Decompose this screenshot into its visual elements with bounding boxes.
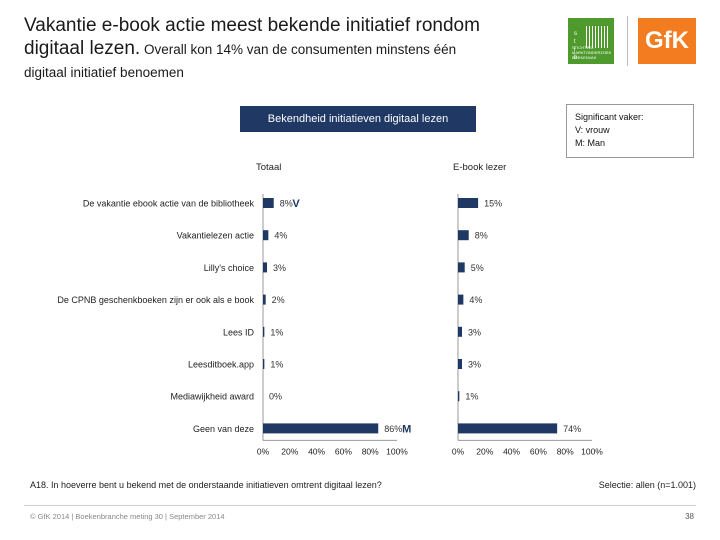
tick-label: 40% — [503, 446, 520, 456]
bar — [263, 359, 265, 369]
significance-marker: M — [402, 423, 411, 435]
title-line-2-small: Overall kon 14% van de consumenten minst… — [140, 42, 457, 57]
tick-label: 80% — [557, 446, 574, 456]
category-label: Lilly's choice — [204, 263, 254, 273]
bar-charts: De vakantie ebook actie van de bibliothe… — [57, 194, 603, 456]
tick-label: 20% — [476, 446, 493, 456]
bar — [458, 359, 463, 369]
category-label: Lees ID — [223, 327, 255, 337]
category-label: Leesditboek.app — [188, 360, 254, 370]
data-label: 2% — [272, 295, 285, 305]
significance-marker: V — [292, 198, 300, 210]
bar — [458, 294, 464, 305]
bar — [263, 326, 265, 337]
data-label: 1% — [270, 327, 283, 337]
tick-label: 80% — [362, 446, 379, 456]
bar — [263, 230, 269, 241]
page-title: Vakantie e-book actie meest bekende init… — [24, 14, 554, 84]
data-label: 15% — [484, 199, 502, 209]
tick-label: 60% — [530, 446, 547, 456]
significance-m: M: Man — [575, 138, 606, 148]
chart-title-ebook: E-book lezer — [453, 162, 507, 173]
bar — [263, 198, 274, 208]
data-label: 4% — [469, 295, 482, 305]
significance-legend: Significant vaker: V: vrouw M: Man — [566, 104, 694, 158]
tick-label: 60% — [335, 446, 352, 456]
title-line-1: Vakantie e-book actie meest bekende init… — [24, 15, 480, 36]
bar — [263, 262, 268, 273]
bar — [458, 423, 558, 434]
chart-title-totaal: Totaal — [256, 162, 282, 173]
data-label: 0% — [269, 392, 282, 402]
tick-label: 40% — [308, 446, 325, 456]
bar — [263, 423, 379, 434]
bar — [458, 198, 479, 208]
tick-label: 20% — [281, 446, 298, 456]
tick-label: 100% — [386, 446, 408, 456]
footer-question: A18. In hoeverre bent u bekend met de on… — [30, 480, 382, 490]
chart-header-box: Bekendheid initiatieven digitaal lezen — [240, 106, 476, 132]
page-number: 38 — [685, 512, 694, 521]
data-label: 5% — [471, 263, 484, 273]
bar — [458, 230, 469, 241]
footer-copyright: © GfK 2014 | Boekenbranche meting 30 | S… — [30, 512, 225, 521]
data-label: 86% — [384, 424, 402, 434]
category-label: De CPNB geschenkboeken zijn er ook als e… — [57, 295, 254, 305]
gfk-logo: GfK — [638, 18, 696, 64]
title-line-2: digitaal lezen. — [24, 38, 141, 59]
tick-label: 100% — [581, 446, 603, 456]
sticht-logo-tag: STICHTING MARKTONDERZOEK BOEKENVAK — [572, 45, 612, 60]
category-label: De vakantie ebook actie van de bibliothe… — [83, 199, 255, 209]
significance-v: V: vrouw — [575, 125, 610, 135]
data-label: 74% — [563, 424, 581, 434]
data-label: 3% — [273, 263, 286, 273]
category-label: Geen van deze — [193, 424, 254, 434]
footer-selection: Selectie: allen (n=1.001) — [598, 480, 696, 490]
category-label: Vakantielezen actie — [177, 231, 254, 241]
tick-label: 0% — [257, 446, 270, 456]
logo-divider — [627, 16, 628, 66]
data-label: 4% — [274, 231, 287, 241]
title-line-3: digitaal initiatief benoemen — [24, 65, 184, 80]
data-label: 8% — [280, 199, 293, 209]
footer-divider — [24, 505, 696, 506]
data-label: 1% — [270, 360, 283, 370]
data-label: 3% — [468, 327, 481, 337]
bar — [458, 391, 460, 402]
significance-title: Significant vaker: — [575, 112, 644, 122]
data-label: 1% — [465, 392, 478, 402]
bar — [458, 262, 465, 273]
barcode-icon — [586, 26, 608, 48]
tick-label: 0% — [452, 446, 465, 456]
data-label: 8% — [475, 231, 488, 241]
bar — [458, 326, 463, 337]
data-label: 3% — [468, 360, 481, 370]
bar — [263, 294, 266, 305]
category-label: Mediawijkheid award — [170, 392, 254, 402]
